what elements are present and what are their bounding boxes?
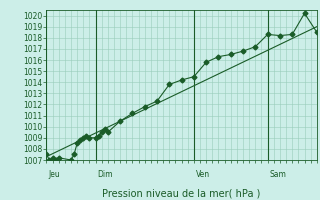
Text: Dim: Dim — [97, 170, 113, 179]
Text: Jeu: Jeu — [48, 170, 60, 179]
Text: Ven: Ven — [196, 170, 210, 179]
Text: Pression niveau de la mer( hPa ): Pression niveau de la mer( hPa ) — [102, 188, 261, 198]
Text: Sam: Sam — [269, 170, 286, 179]
